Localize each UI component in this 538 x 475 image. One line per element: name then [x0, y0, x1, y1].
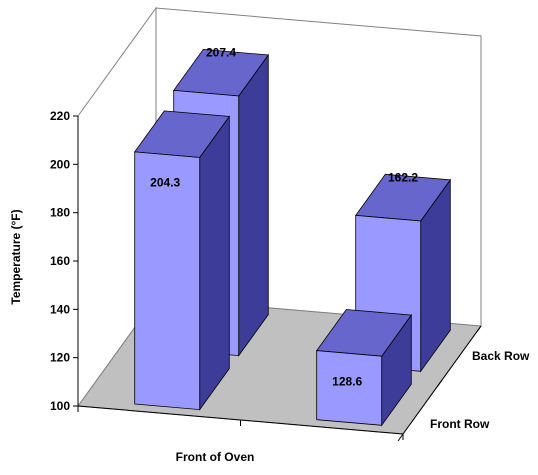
data-label-back-row-1: 162.2: [388, 171, 418, 185]
depth-tick-0: [397, 433, 404, 442]
y-tick-label-6: 220: [50, 109, 70, 123]
y-tick-label-0: 100: [50, 399, 70, 413]
y-tick-label-4: 180: [50, 206, 70, 220]
y-tick-label-3: 160: [50, 254, 70, 268]
depth-label-front-row: Front Row: [430, 417, 490, 431]
bar-front-row-0: [133, 110, 231, 411]
data-label-back-row-0: 207.4: [206, 46, 236, 60]
data-label-front-row-0: 204.3: [150, 176, 180, 190]
depth-tick-2: [475, 325, 482, 334]
bar-front-row-1: [315, 309, 413, 427]
depth-label-back-row: Back Row: [472, 349, 530, 363]
bar-side-back-row-0: [238, 53, 269, 357]
data-label-front-row-1: 128.6: [332, 374, 362, 388]
y-tick-label-1: 120: [50, 351, 70, 365]
bar-front-front-row-1: [316, 350, 383, 426]
bar-side-front-row-0: [199, 115, 230, 411]
depth-tick-1: [436, 379, 443, 388]
y-axis-title: Temperature (°F): [9, 209, 23, 304]
x-axis-title: Front of Oven: [176, 450, 255, 464]
y-tick-label-5: 200: [50, 157, 70, 171]
bar-front-front-row-0: [134, 151, 201, 411]
y-tick-label-2: 140: [50, 302, 70, 316]
